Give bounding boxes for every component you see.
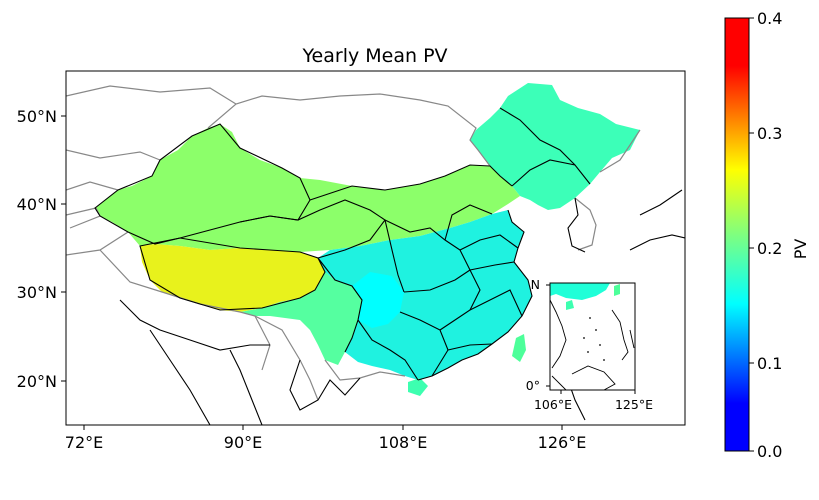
colorbar-tick-label: 0.3 [757, 124, 782, 143]
province-tibet-outline [139, 237, 326, 311]
lon-tick-label: 108°E [379, 433, 428, 452]
pv-region-northeast [470, 83, 640, 210]
province-hebei [444, 204, 493, 241]
inset-coast-vietnam [550, 299, 567, 369]
province-shaanxi [384, 219, 405, 293]
country-borders [66, 85, 641, 401]
province-guangxi [357, 319, 419, 381]
colorbar-tick-label: 0.0 [757, 442, 782, 461]
lat-tick-label: 40°N [17, 195, 57, 214]
inset-hainan [566, 300, 574, 310]
main-map-tick-marks [61, 115, 563, 430]
province-jiangsu [469, 261, 515, 271]
inset-islands [583, 317, 605, 361]
border-korea [574, 197, 597, 251]
province-hunan [399, 311, 449, 377]
inset-lon-tick-label: 125°E [615, 397, 653, 412]
colorbar-gradient [724, 17, 750, 452]
neighbour-india-south [149, 329, 211, 425]
colorbar-label: PV [791, 239, 810, 260]
lon-tick-label: 126°E [538, 433, 587, 452]
coast-korea [567, 197, 586, 253]
inset-map: 106°E 125°E N 0° [526, 277, 653, 412]
province-qinghai-gansu [239, 199, 386, 259]
inset-lat-tick-label: N [531, 277, 540, 292]
neighbour-south-asia [119, 299, 270, 351]
inset-taiwan [614, 284, 620, 296]
province-sichuan [317, 257, 363, 353]
province-liaoning-jilin [511, 159, 591, 187]
inset-philippines [611, 309, 635, 361]
province-central [384, 219, 481, 331]
colorbar-tick-label: 0.4 [757, 9, 782, 28]
main-map: 72°E 90°E 108°E 126°E 50°N 40°N 30°N 20°… [17, 70, 686, 452]
coastline-china [417, 209, 533, 381]
province-shandong [459, 234, 519, 251]
pv-region-taiwan [512, 334, 526, 362]
neighbour-bay-bengal [229, 349, 263, 425]
inset-lat-tick-label: 0° [526, 378, 540, 393]
lon-tick-label: 72°E [65, 433, 103, 452]
lat-tick-label: 20°N [17, 372, 57, 391]
province-borders [94, 107, 685, 425]
pv-region-southwest [240, 272, 362, 365]
border-mongolia [207, 93, 491, 167]
coast-japan [629, 189, 685, 251]
border-india [99, 249, 271, 371]
lon-tick-label: 90°E [224, 433, 262, 452]
inset-borneo [571, 365, 616, 390]
pv-region-tibet [140, 244, 325, 312]
province-heilongjiang [499, 107, 576, 166]
province-guangdong [447, 343, 493, 351]
border-russia-north [66, 85, 237, 105]
province-fujian-zhejiang [469, 289, 523, 317]
pv-field [95, 83, 640, 396]
lat-tick-label: 30°N [17, 283, 57, 302]
border-russia-east [599, 129, 641, 173]
border-kazakhstan [66, 149, 161, 161]
inset-pv-coast [550, 283, 610, 300]
pv-region-hainan [408, 378, 428, 396]
neighbour-southeast-asia [289, 359, 361, 411]
inset-map-background [550, 283, 635, 390]
pv-region-sichuan [352, 272, 404, 328]
pv-region-east [318, 210, 532, 380]
inset-malaysia [551, 375, 567, 390]
colorbar-tick-marks [749, 17, 754, 452]
map-title: Yearly Mean PV [301, 45, 447, 67]
colorbar-tick-label: 0.1 [757, 354, 782, 373]
inset-map-frame [549, 282, 636, 391]
pv-region-northwest [95, 124, 520, 252]
main-map-frame [65, 70, 686, 426]
colorbar-tick-label: 0.2 [757, 239, 782, 258]
province-henan-hubei [403, 269, 471, 293]
province-inner-mongolia [309, 164, 513, 201]
border-central-asia [66, 181, 119, 191]
inset-lon-tick-label: 106°E [534, 397, 572, 412]
colorbar: 0.4 0.3 0.2 0.1 0.0 PV [724, 9, 810, 461]
lat-tick-label: 50°N [17, 107, 57, 126]
